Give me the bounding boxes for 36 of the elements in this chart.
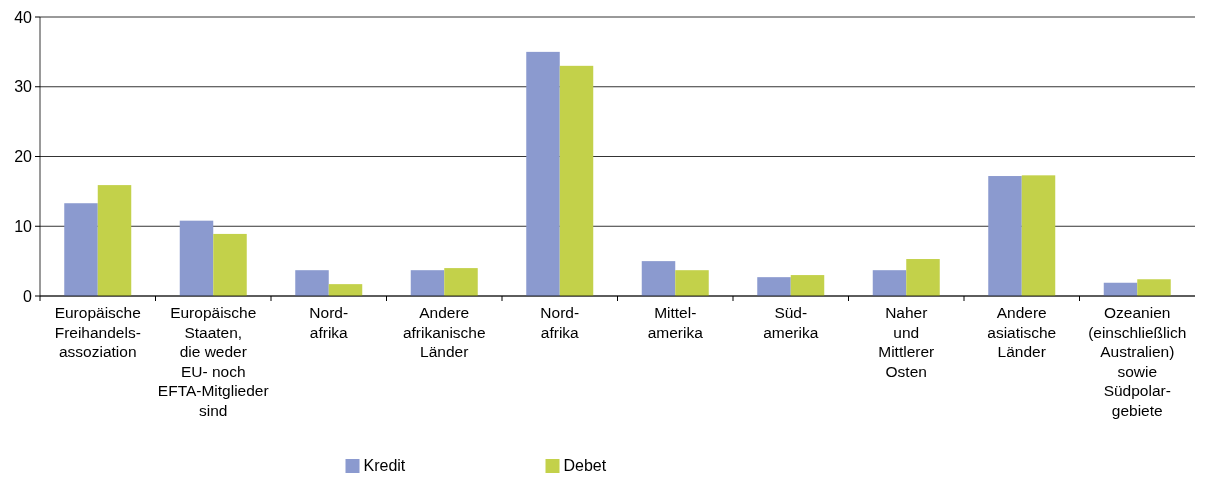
bar xyxy=(988,176,1022,296)
bar xyxy=(1137,279,1171,296)
bar xyxy=(410,270,445,296)
bar xyxy=(64,203,98,296)
bar xyxy=(526,51,560,296)
x-tick-label: Mittel- amerika xyxy=(647,304,704,341)
legend-label: Kredit xyxy=(363,457,406,474)
bar xyxy=(906,259,940,296)
bar xyxy=(675,270,709,296)
x-tick-label: Andere afrikanische Länder xyxy=(402,304,486,360)
y-tick-label: 0 xyxy=(23,287,33,305)
x-tick-label: Süd- amerika xyxy=(763,304,819,341)
y-tick-label: 40 xyxy=(14,8,33,26)
bar xyxy=(179,220,214,296)
bar xyxy=(641,261,676,296)
x-tick-label: Nord- afrika xyxy=(309,304,349,341)
bar xyxy=(757,277,791,296)
x-tick-label: Europäische Freihandels- assoziation xyxy=(54,304,141,360)
y-tick-label: 20 xyxy=(14,148,33,166)
bar xyxy=(295,270,329,296)
y-tick-label: 10 xyxy=(14,217,33,235)
bar xyxy=(328,284,363,296)
legend-label: Debet xyxy=(563,457,607,474)
x-tick-label: Andere asiatische Länder xyxy=(987,304,1057,360)
x-tick-label: Europäische Staaten, die weder EU- noch EFTA-Mitglieder sind xyxy=(157,304,269,419)
y-tick-label: 30 xyxy=(14,78,33,96)
x-tick-label: Nord- afrika xyxy=(540,304,580,341)
bar xyxy=(97,185,132,296)
bar xyxy=(213,233,247,296)
bar xyxy=(1021,175,1056,296)
x-tick-label: Ozeanien (einschließlich Australien) sowie Südpolar- gebiete xyxy=(1088,304,1187,419)
bar xyxy=(790,275,825,296)
x-tick-label: Naher und Mittlerer Osten xyxy=(878,304,935,380)
bar xyxy=(444,268,478,296)
bar xyxy=(872,270,907,296)
bar xyxy=(559,65,594,296)
